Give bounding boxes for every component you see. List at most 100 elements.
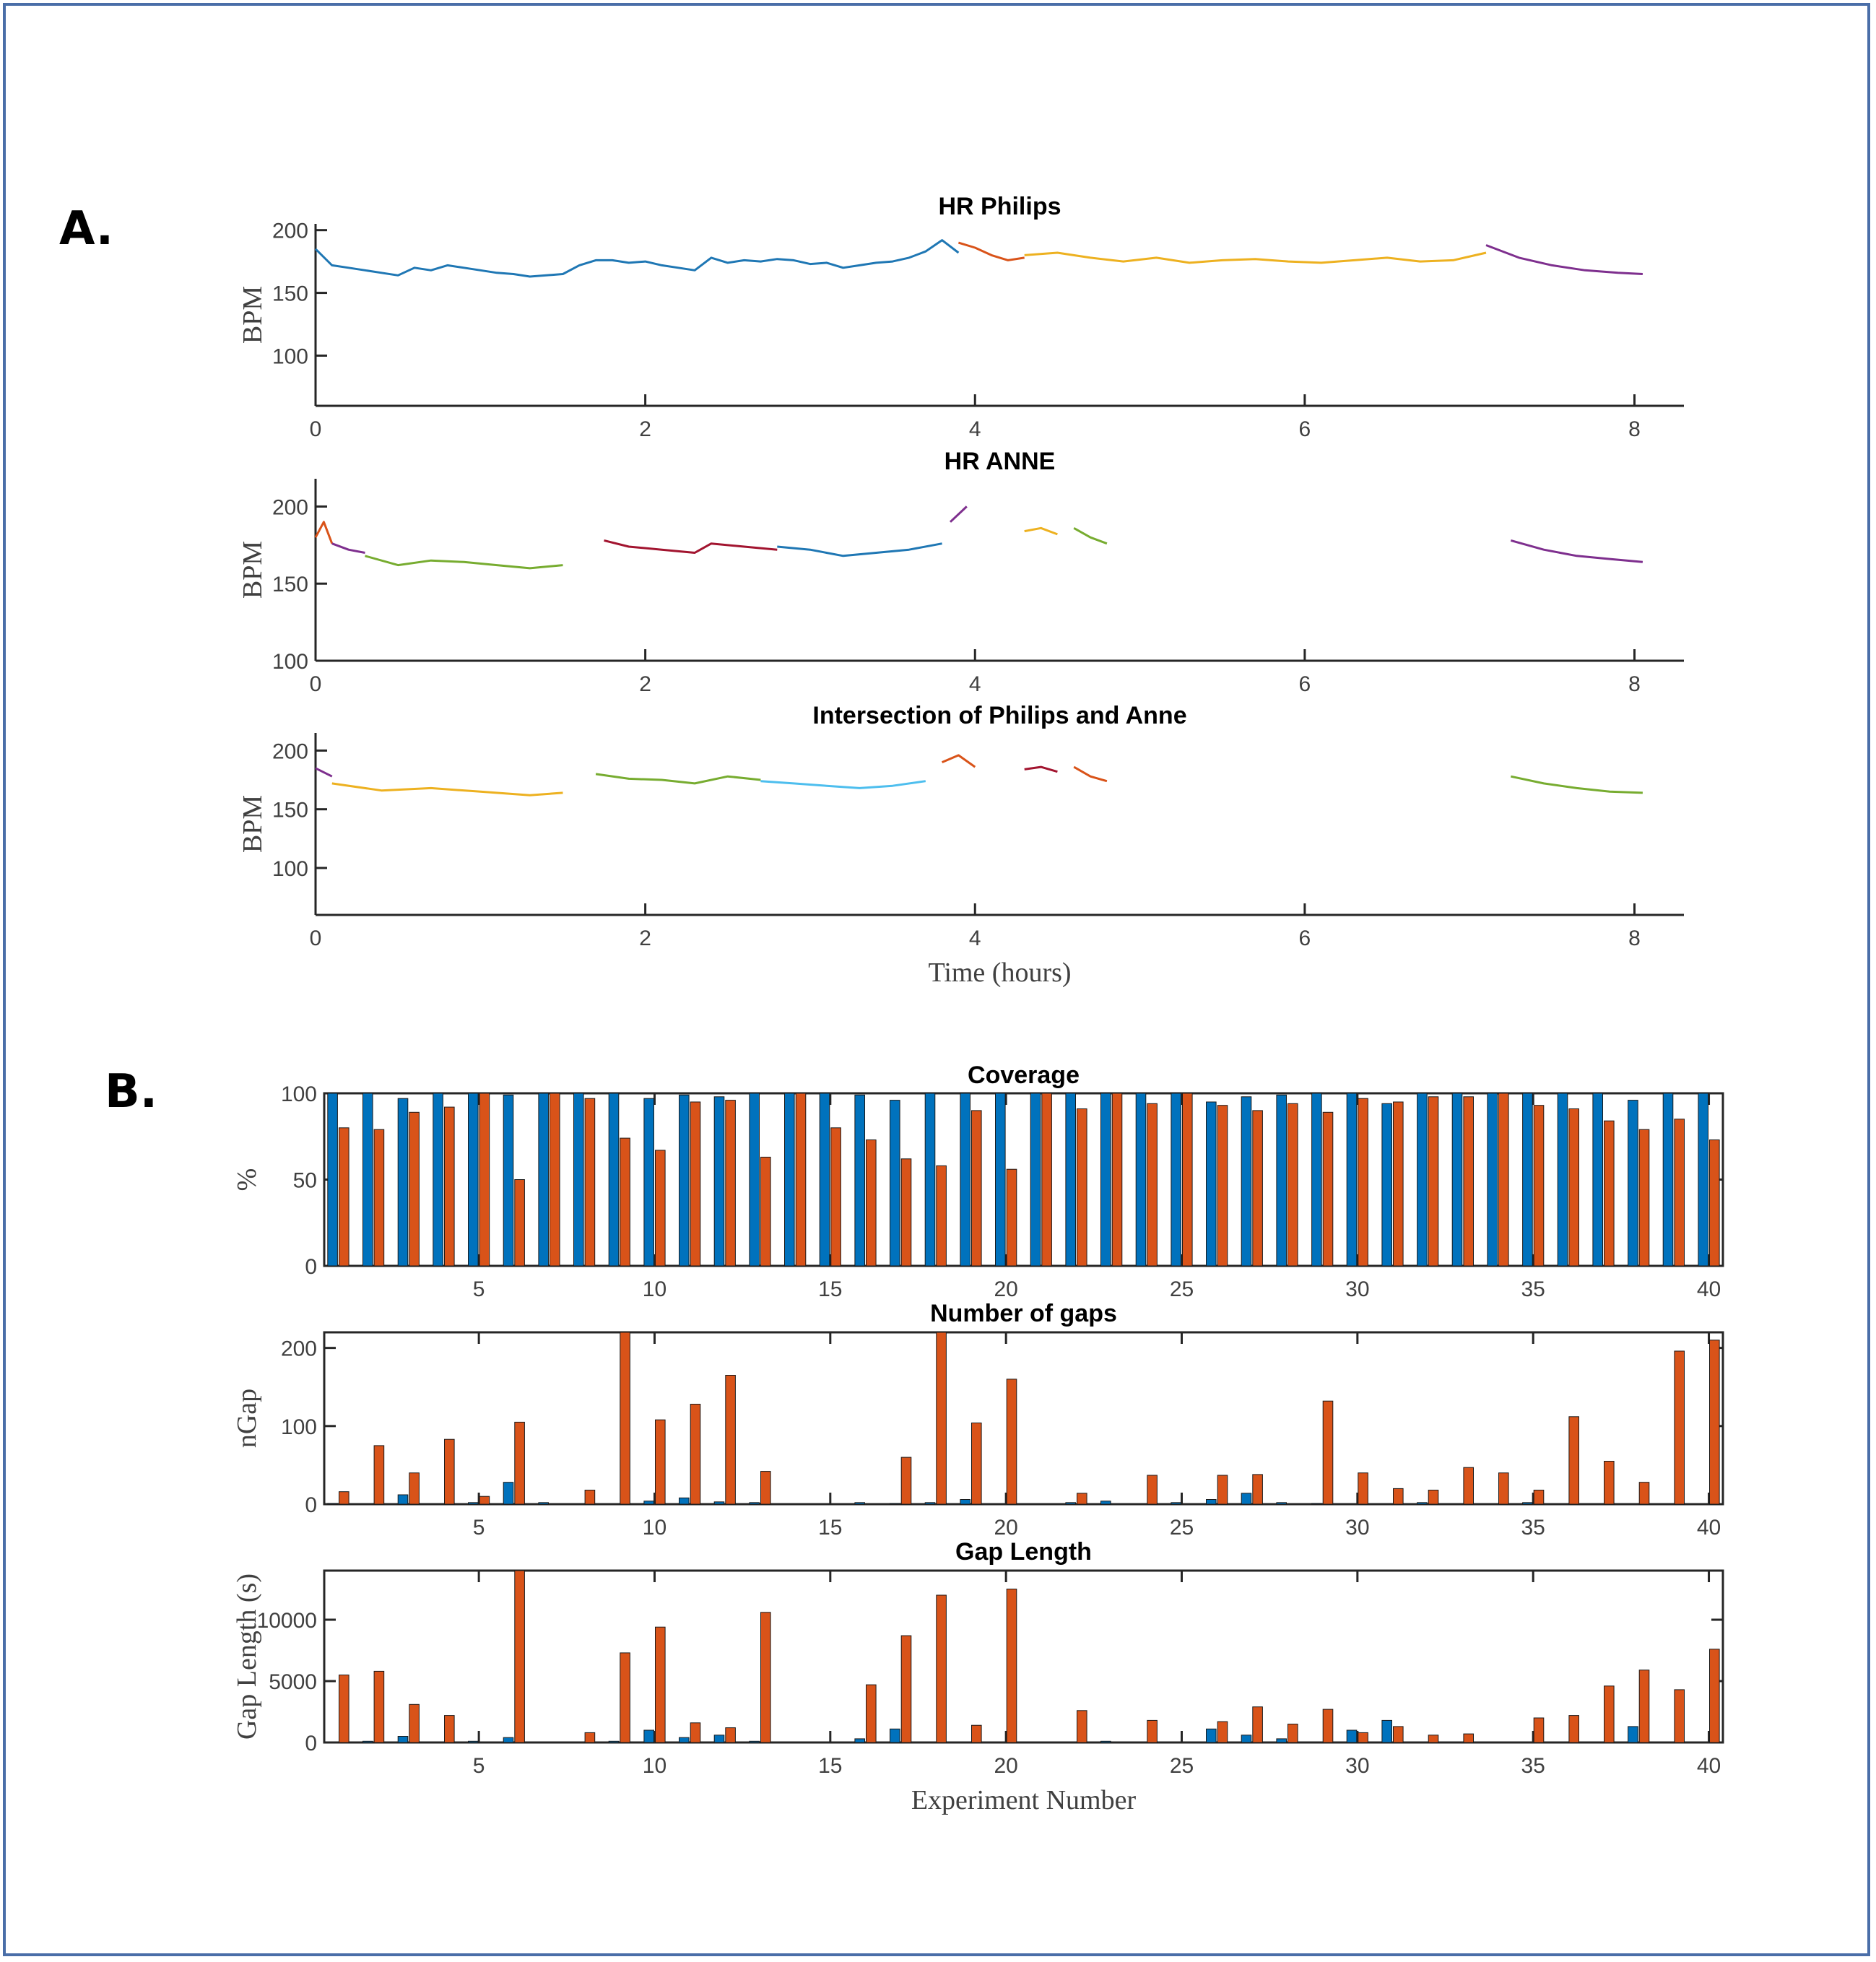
x-tick-label: 5 — [473, 1754, 485, 1778]
x-tick-label: 0 — [310, 417, 322, 441]
x-tick-label: 4 — [969, 417, 981, 441]
x-tick-label: 40 — [1697, 1516, 1721, 1540]
bar — [327, 1503, 338, 1505]
bar — [1568, 1416, 1579, 1505]
bar — [1417, 1093, 1428, 1267]
bar — [1428, 1735, 1439, 1743]
bar — [1241, 1096, 1252, 1267]
chart-3 — [314, 733, 1684, 916]
bar — [1417, 1502, 1428, 1505]
bar — [725, 1375, 736, 1505]
bar — [1358, 1732, 1368, 1743]
bar — [1252, 1110, 1263, 1267]
bar — [409, 1111, 420, 1267]
bar — [1147, 1103, 1158, 1267]
bar — [468, 1502, 479, 1505]
x-tick-label: 8 — [1628, 926, 1641, 950]
bar — [397, 1736, 409, 1743]
chart-title: Intersection of Philips and Anne — [812, 702, 1186, 729]
bar — [1463, 1467, 1475, 1505]
bar — [1698, 1093, 1708, 1267]
y-axis-label: Gap Length (s) — [232, 1573, 262, 1740]
y-tick-label: 0 — [305, 1493, 317, 1517]
bar — [339, 1491, 349, 1505]
bar — [1674, 1119, 1685, 1267]
bar — [1498, 1472, 1509, 1505]
bar — [936, 1165, 947, 1267]
bar — [620, 1652, 630, 1743]
bar — [444, 1438, 455, 1505]
x-tick-label: 15 — [818, 1516, 842, 1540]
bar — [1381, 1719, 1393, 1743]
bar — [866, 1140, 877, 1267]
bar — [1276, 1738, 1287, 1743]
bar — [1077, 1493, 1087, 1505]
x-tick-label: 2 — [639, 672, 651, 696]
bar — [784, 1093, 795, 1267]
bar — [1604, 1685, 1615, 1743]
bar — [866, 1684, 877, 1743]
bar — [819, 1093, 830, 1267]
bar — [1252, 1474, 1263, 1505]
x-tick-label: 20 — [994, 1754, 1017, 1778]
bar — [550, 1093, 560, 1267]
y-tick-label: 0 — [305, 1732, 317, 1755]
bar — [643, 1098, 655, 1267]
bar — [725, 1727, 736, 1743]
y-tick-label: 150 — [272, 282, 308, 306]
bar — [971, 1423, 982, 1505]
y-tick-label: 100 — [272, 650, 308, 674]
series-line-6 — [1024, 765, 1058, 773]
series-line-4 — [604, 539, 778, 554]
bar — [971, 1110, 982, 1267]
x-tick-label: 30 — [1345, 1277, 1369, 1301]
bar — [1077, 1710, 1087, 1743]
bar — [1077, 1108, 1087, 1267]
x-tick-label: 10 — [643, 1516, 666, 1540]
panel-b-label: B. — [105, 1065, 158, 1119]
x-tick-label: 10 — [643, 1754, 666, 1778]
y-axis-label: nGap — [232, 1389, 262, 1448]
bar — [362, 1740, 373, 1743]
bar — [1182, 1093, 1193, 1267]
x-axis-label: Experiment Number — [911, 1785, 1137, 1815]
chart-title: Coverage — [968, 1062, 1080, 1089]
x-tick-label: 5 — [473, 1516, 485, 1540]
x-tick-label: 2 — [639, 417, 651, 441]
x-tick-label: 25 — [1170, 1277, 1194, 1301]
bar — [584, 1732, 596, 1743]
bar — [830, 1127, 841, 1267]
bar — [584, 1490, 596, 1505]
series-line-1 — [315, 767, 333, 778]
bar — [1206, 1499, 1217, 1505]
bar — [890, 1100, 900, 1267]
bar — [1206, 1101, 1217, 1267]
series-line-7 — [1024, 526, 1058, 536]
bar — [608, 1740, 620, 1743]
x-tick-label: 30 — [1345, 1754, 1369, 1778]
bar — [620, 1137, 630, 1267]
bar — [1592, 1093, 1603, 1267]
bar — [339, 1675, 349, 1743]
bar — [1311, 1503, 1322, 1505]
bar — [900, 1158, 912, 1267]
bar — [373, 1670, 385, 1743]
series-line-4 — [760, 780, 926, 789]
bar — [503, 1094, 514, 1267]
bar — [1638, 1670, 1650, 1743]
series-line-6 — [949, 505, 968, 523]
bar — [1322, 1709, 1334, 1743]
series-line-5 — [942, 754, 976, 768]
bar — [1674, 1689, 1685, 1743]
series-line-2 — [331, 542, 365, 554]
chart-title: HR Philips — [938, 193, 1061, 220]
bar — [339, 1127, 349, 1267]
y-tick-label: 100 — [281, 1415, 317, 1439]
bar — [1276, 1502, 1287, 1505]
chart-6 — [323, 1569, 1724, 1744]
bar — [1628, 1726, 1638, 1743]
bar — [1276, 1094, 1287, 1267]
bar — [1287, 1103, 1298, 1267]
bar — [573, 1093, 584, 1267]
y-axis-label: BPM — [238, 286, 268, 344]
